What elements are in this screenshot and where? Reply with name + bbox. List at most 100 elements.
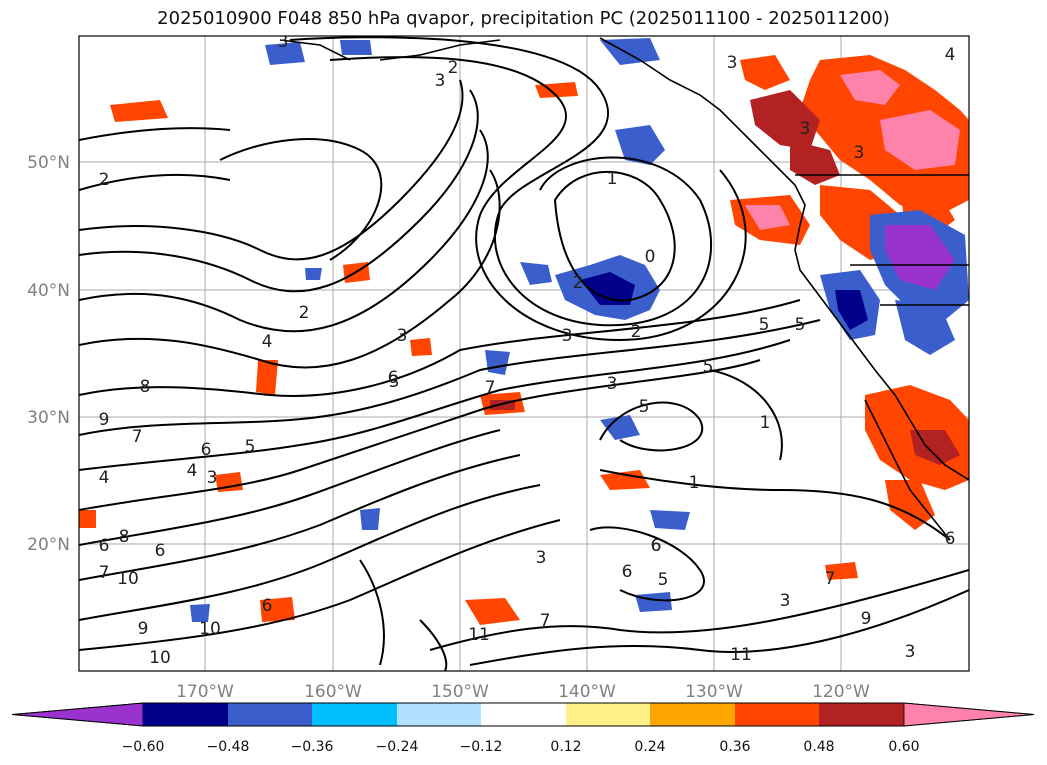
- contour-label: 2: [299, 303, 310, 323]
- precip-shading: [79, 38, 969, 625]
- contour-label: 10: [117, 569, 139, 589]
- colorbar-tick: −0.60: [122, 739, 165, 755]
- colorbar-ticks: −0.60 −0.48 −0.36 −0.24 −0.12 0.12 0.24 …: [122, 739, 920, 755]
- colorbar-tick: 0.12: [550, 739, 581, 755]
- lat-label-50: 50°N: [27, 153, 70, 173]
- contour-label: 3: [854, 143, 865, 163]
- contour-label: 4: [187, 461, 198, 481]
- contour-label: 4: [262, 332, 273, 352]
- contour-label: 1: [607, 169, 618, 189]
- map-title: 2025010900 F048 850 hPa qvapor, precipit…: [157, 8, 890, 29]
- contour-label: 6: [651, 536, 662, 556]
- contour-label: 5: [703, 357, 714, 377]
- contour-label: 10: [149, 648, 171, 668]
- contour-label: 2: [448, 58, 459, 78]
- colorbar-tick: −0.12: [460, 739, 503, 755]
- colorbar-extend-max: [903, 702, 1035, 727]
- colorbar-cell: [819, 703, 904, 726]
- lat-axis: 50°N 40°N 30°N 20°N: [27, 153, 70, 555]
- lon-axis: 170°W 160°W 150°W 140°W 130°W 120°W: [176, 682, 870, 702]
- colorbar-cell: [650, 703, 735, 726]
- contour-label: 6: [262, 596, 273, 616]
- contour-label: 3: [727, 53, 738, 73]
- colorbar-cell: [143, 703, 228, 726]
- lon-label-130w: 130°W: [685, 682, 743, 702]
- colorbar-tick: 0.36: [719, 739, 750, 755]
- contour-label: 6: [99, 536, 110, 556]
- contour-label: 7: [825, 569, 836, 589]
- qvapor-contours: [79, 36, 969, 671]
- colorbar-tick: 0.24: [634, 739, 665, 755]
- contour-label: 0: [645, 247, 656, 267]
- contour-label: 4: [945, 45, 956, 65]
- lat-label-40: 40°N: [27, 281, 70, 301]
- contour-label: 3: [905, 642, 916, 662]
- lat-label-20: 20°N: [27, 535, 70, 555]
- contour-label: 7: [540, 611, 551, 631]
- contour-label: 6: [622, 562, 633, 582]
- contour-label: 3: [278, 32, 289, 52]
- map-background: [79, 36, 969, 671]
- contour-label: 3: [607, 374, 618, 394]
- contour-label: 6: [201, 440, 212, 460]
- colorbar-cell: [312, 703, 397, 726]
- contour-label: 3: [435, 71, 446, 91]
- colorbar-outline: [11, 702, 1035, 727]
- contour-label: 1: [760, 413, 771, 433]
- colorbar-cell: [228, 703, 312, 726]
- contour-label: 3: [389, 372, 400, 392]
- contour-label: 1: [689, 473, 700, 493]
- contour-label: 10: [199, 619, 221, 639]
- colorbar-cell: [397, 703, 481, 726]
- contour-label: 3: [536, 548, 547, 568]
- colorbar-tick: −0.48: [207, 739, 250, 755]
- contour-label: 5: [795, 315, 806, 335]
- contour-label: 6: [945, 529, 956, 549]
- lat-label-30: 30°N: [27, 408, 70, 428]
- contour-label: 9: [861, 609, 872, 629]
- contour-label: 3: [397, 326, 408, 346]
- lon-label-150w: 150°W: [431, 682, 489, 702]
- contour-label: 8: [119, 527, 130, 547]
- contour-label: 2: [573, 273, 584, 293]
- map-frame: [78, 35, 970, 672]
- colorbar-extend-min: [11, 702, 144, 727]
- contour-label: 7: [99, 563, 110, 583]
- contour-label: 5: [639, 397, 650, 417]
- contour-label: 11: [468, 625, 490, 645]
- contour-label: 3: [800, 119, 811, 139]
- contour-label: 6: [651, 536, 662, 556]
- contour-label: 2: [99, 170, 110, 190]
- colorbar-cell: [566, 703, 650, 726]
- colorbar-tick: −0.36: [291, 739, 334, 755]
- contour-label: 2: [631, 322, 642, 342]
- contour-label: 3: [562, 326, 573, 346]
- contour-label: 7: [132, 427, 143, 447]
- colorbar-tick: 0.48: [803, 739, 834, 755]
- colorbar-cells: [11, 702, 1035, 727]
- lon-label-120w: 120°W: [812, 682, 870, 702]
- contour-label: 5: [759, 315, 770, 335]
- contour-label: 3: [780, 591, 791, 611]
- contour-label: 6: [155, 541, 166, 561]
- contour-label: 6: [388, 368, 399, 388]
- contour-label: 4: [99, 468, 110, 488]
- contour-label: 5: [245, 437, 256, 457]
- contour-label: 7: [485, 378, 496, 398]
- contour-label: 11: [730, 645, 752, 665]
- contour-label: 9: [99, 410, 110, 430]
- contour-label: 8: [140, 377, 151, 397]
- colorbar-cell: [481, 703, 566, 726]
- colorbar-cell: [735, 703, 819, 726]
- contour-label: 3: [207, 468, 218, 488]
- lon-label-140w: 140°W: [558, 682, 616, 702]
- lon-label-160w: 160°W: [304, 682, 362, 702]
- colorbar: −0.60 −0.48 −0.36 −0.24 −0.12 0.12 0.24 …: [11, 702, 1035, 755]
- contour-label: 9: [138, 619, 149, 639]
- colorbar-tick: 0.60: [888, 739, 919, 755]
- lon-label-170w: 170°W: [176, 682, 234, 702]
- contour-label: 5: [658, 570, 669, 590]
